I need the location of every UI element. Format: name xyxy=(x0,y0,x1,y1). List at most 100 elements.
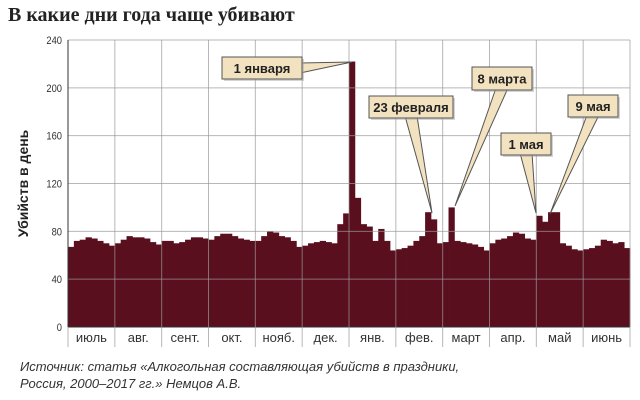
bar xyxy=(419,236,426,327)
bar xyxy=(114,243,122,327)
bar xyxy=(313,242,321,327)
bar xyxy=(126,236,133,327)
source-line-2: Россия, 2000–2017 гг.» Немцов А.В. xyxy=(20,376,242,391)
annotation-callout: 23 февраля xyxy=(368,95,455,214)
callout-label: 8 марта xyxy=(478,72,528,87)
bar xyxy=(624,248,631,327)
bar xyxy=(542,221,549,327)
bar xyxy=(226,233,233,327)
y-tick-label: 80 xyxy=(52,227,63,239)
callout-box xyxy=(221,56,303,80)
callout-box xyxy=(567,94,619,118)
bar xyxy=(354,197,362,327)
chart-title: В какие дни года чаще убивают xyxy=(8,4,295,26)
bar xyxy=(583,249,590,327)
bar xyxy=(231,236,239,327)
bar xyxy=(284,237,291,327)
bar xyxy=(425,212,432,327)
bar xyxy=(489,243,496,327)
x-tick-label: фев. xyxy=(405,330,433,345)
x-tick-label: июнь xyxy=(591,330,622,345)
bar xyxy=(372,240,379,327)
y-axis-label: Убийств в день xyxy=(15,129,31,237)
callout-label: 1 января xyxy=(234,61,291,76)
bar xyxy=(79,239,86,327)
annotation-callout: 8 марта xyxy=(454,66,534,207)
bar xyxy=(401,248,408,327)
bar xyxy=(559,243,567,327)
x-tick-label: окт. xyxy=(221,330,242,345)
bar xyxy=(255,240,262,327)
bar xyxy=(73,240,81,327)
y-tick-label: 160 xyxy=(46,131,62,143)
bar xyxy=(571,249,578,327)
bar xyxy=(325,242,332,327)
bar xyxy=(407,245,414,327)
annotation-callout: 1 января xyxy=(221,56,353,81)
y-tick-label: 200 xyxy=(46,83,62,95)
bar xyxy=(524,238,531,327)
bar xyxy=(202,238,209,327)
callout-box xyxy=(471,66,533,91)
bar xyxy=(518,233,526,327)
bar xyxy=(331,243,338,327)
bar xyxy=(149,242,157,327)
bar xyxy=(507,236,514,327)
bar xyxy=(589,248,596,327)
bar xyxy=(167,240,174,327)
callout-label: 1 мая xyxy=(508,137,543,152)
bar xyxy=(565,245,572,327)
bar xyxy=(190,237,198,327)
bar xyxy=(343,213,350,327)
bar xyxy=(179,242,186,327)
bar xyxy=(501,238,508,327)
bar xyxy=(612,243,619,327)
bar xyxy=(214,236,221,327)
callout-box xyxy=(368,95,454,119)
x-tick-label: июль xyxy=(76,330,107,345)
x-tick-label: май xyxy=(548,330,571,345)
bar xyxy=(173,243,180,327)
source-note: Источник: статья «Алкогольная составляющ… xyxy=(20,358,459,392)
bar xyxy=(530,239,537,327)
bar xyxy=(618,242,625,327)
bar xyxy=(296,246,303,327)
bar xyxy=(360,224,367,327)
bar xyxy=(68,246,75,327)
bar xyxy=(366,226,373,327)
bar xyxy=(278,236,286,327)
callout-pointer xyxy=(549,114,600,215)
bar xyxy=(319,240,326,327)
bar xyxy=(512,232,520,327)
bar xyxy=(138,237,145,327)
x-tick-label: авг. xyxy=(128,330,149,345)
callout-pointer xyxy=(454,87,509,207)
bar xyxy=(384,240,391,327)
bar xyxy=(132,237,139,327)
annotation-callout: 1 мая xyxy=(500,132,553,214)
bar xyxy=(91,238,98,327)
callout-pointer xyxy=(404,115,433,214)
bar xyxy=(378,228,385,327)
bar xyxy=(548,212,555,327)
bar xyxy=(395,249,403,327)
bar xyxy=(349,61,356,328)
x-tick-label: нояб. xyxy=(262,330,295,345)
bar xyxy=(577,250,584,327)
annotation-callout: 9 мая xyxy=(549,94,620,215)
x-tick-label: апр. xyxy=(500,330,525,345)
bar xyxy=(185,239,192,327)
bar xyxy=(196,237,204,327)
callout-label: 23 февраля xyxy=(373,100,449,115)
bar xyxy=(103,243,110,327)
bar xyxy=(430,219,438,327)
x-tick-label: сент. xyxy=(171,330,200,345)
bar xyxy=(308,243,315,327)
bar xyxy=(466,243,473,327)
callout-label: 9 мая xyxy=(575,99,610,114)
bar xyxy=(536,215,543,327)
x-tick-label: янв. xyxy=(360,330,385,345)
bar xyxy=(220,233,227,327)
